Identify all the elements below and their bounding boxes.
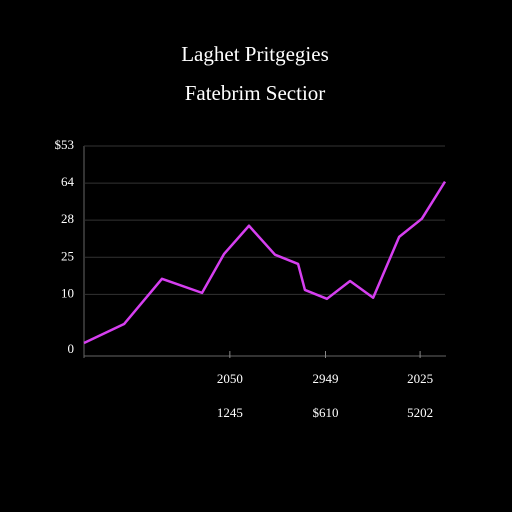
y-tick-label: 25 bbox=[61, 248, 74, 263]
chart-title: Laghet Pritgegies bbox=[181, 42, 329, 66]
x-tick-label-second-row: 1245 bbox=[217, 405, 243, 420]
x-tick-label: 2949 bbox=[313, 371, 339, 386]
y-tick-label: 0 bbox=[68, 341, 75, 356]
y-tick-label: 10 bbox=[61, 285, 74, 300]
x-tick-label: 2050 bbox=[217, 371, 243, 386]
data-line bbox=[83, 180, 447, 345]
x-tick-label-second-row: 5202 bbox=[407, 405, 433, 420]
chart-subtitle: Fatebrim Sectior bbox=[185, 81, 326, 105]
y-tick-label: $53 bbox=[55, 137, 75, 152]
x-tick-label-second-row: $610 bbox=[313, 405, 339, 420]
x-tick-label: 2025 bbox=[407, 371, 433, 386]
y-tick-label: 28 bbox=[61, 211, 74, 226]
y-tick-label: 64 bbox=[61, 174, 75, 189]
